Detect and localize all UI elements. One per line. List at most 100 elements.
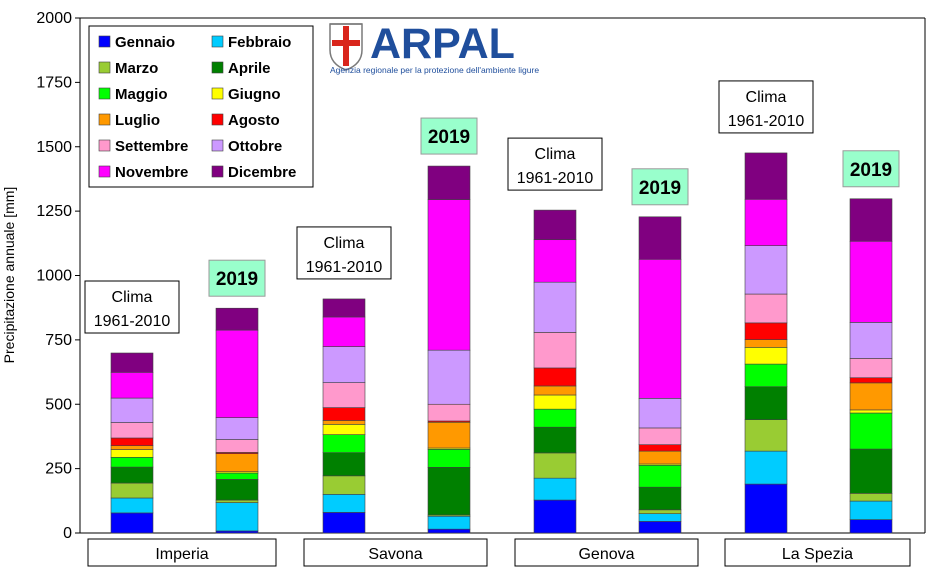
bar-segment-luglio: [744, 339, 788, 348]
clima-label-box: [507, 137, 603, 191]
station-label: Genova: [578, 546, 634, 563]
legend-entry: Agosto: [228, 112, 280, 129]
bar-segment-aprile: [849, 448, 893, 494]
legend-swatch: [211, 61, 224, 74]
bar-segment-novembre: [533, 239, 577, 283]
station-label: Imperia: [155, 546, 208, 563]
station-label-box: [514, 538, 699, 567]
y-tick-label: 2000: [36, 10, 72, 27]
legend-entry: Gennaio: [115, 34, 175, 51]
clima-label-box: [84, 280, 180, 334]
y-tick-label: 1000: [36, 268, 72, 285]
clima-label-line: Clima: [112, 289, 153, 306]
bar-segment-luglio: [638, 450, 682, 465]
bar-segment-aprile: [744, 386, 788, 420]
year-label: 2019: [428, 127, 470, 148]
bar-segment-maggio: [638, 464, 682, 488]
clima-label-line: 1961-2010: [728, 113, 805, 130]
bar-segment-luglio: [110, 445, 154, 450]
bar-segment-giugno: [744, 347, 788, 365]
bar-segment-aprile: [427, 467, 471, 516]
bar-segment-dicembre: [427, 165, 471, 200]
legend-entry: Maggio: [115, 86, 168, 103]
bar-segment-marzo: [533, 452, 577, 479]
bar-segment-giugno: [533, 394, 577, 410]
legend-swatch: [211, 165, 224, 178]
bar-segment-dicembre: [322, 298, 366, 318]
bar-segment-ottobre: [110, 397, 154, 423]
clima-label-line: Clima: [535, 146, 576, 163]
bar-segment-gennaio: [322, 512, 366, 534]
bar-segment-settembre: [849, 358, 893, 379]
bar-segment-settembre: [427, 403, 471, 422]
bar-segment-marzo: [322, 475, 366, 495]
liguria-shield-icon: [329, 23, 363, 71]
bar-segment-gennaio: [744, 483, 788, 534]
bar-segment-aprile: [638, 486, 682, 511]
legend: Gennaio Febbraio Marzo Aprile Maggio Giugno Lu…: [88, 25, 314, 188]
legend-swatch: [211, 139, 224, 152]
legend-swatch: [98, 139, 111, 152]
bar-segment-febbraio: [744, 450, 788, 485]
bars-layer: [110, 152, 893, 534]
bar-segment-dicembre: [849, 198, 893, 242]
bar-segment-settembre: [215, 439, 259, 453]
y-axis-label: Precipitazione annuale [mm]: [1, 187, 17, 364]
bar-segment-febbraio: [533, 477, 577, 501]
y-tick-label: 1250: [36, 203, 72, 220]
station-labels-layer: Imperia Savona Genova La Spezia: [87, 538, 911, 567]
station-label-box: [87, 538, 277, 567]
clima-label-box: [296, 226, 392, 280]
clima-label-line: 1961-2010: [94, 313, 171, 330]
bar-segment-luglio: [533, 385, 577, 396]
bar-segment-dicembre: [533, 209, 577, 241]
bar-segment-luglio: [215, 453, 259, 473]
legend-swatch: [211, 113, 224, 126]
bar-segment-novembre: [427, 199, 471, 351]
y-tick-label: 250: [45, 461, 72, 478]
bar-segment-gennaio: [849, 519, 893, 534]
year-label: 2019: [216, 269, 258, 290]
y-tick-label: 500: [45, 396, 72, 413]
bar-segment-marzo: [744, 419, 788, 452]
legend-entry: Aprile: [228, 60, 271, 77]
bar-segment-agosto: [638, 444, 682, 452]
bar-segment-gennaio: [110, 512, 154, 534]
logo-title: ARPAL: [370, 20, 515, 68]
bar-segment-febbraio: [110, 497, 154, 514]
bar-segment-marzo: [215, 499, 259, 503]
bar-segment-ottobre: [427, 349, 471, 405]
bar-segment-giugno: [322, 424, 366, 435]
bar-segment-febbraio: [849, 500, 893, 520]
year-label-box: [420, 117, 478, 155]
bar-segment-dicembre: [638, 216, 682, 260]
clima-label-box: [718, 80, 814, 134]
bar-segment-dicembre: [110, 352, 154, 373]
logo-subtitle: Agenzia regionale per la protezione dell…: [330, 65, 539, 75]
legend-swatch: [98, 87, 111, 100]
bar-segment-novembre: [322, 316, 366, 347]
clima-label-line: Clima: [324, 235, 365, 252]
bar-segment-maggio: [744, 363, 788, 388]
bar-segment-gennaio: [533, 499, 577, 534]
station-label: Savona: [368, 546, 422, 563]
legend-entry: Febbraio: [228, 34, 291, 51]
bar-segment-dicembre: [744, 152, 788, 200]
bar-segment-ottobre: [533, 281, 577, 333]
bar-segment-aprile: [215, 479, 259, 501]
bar-segment-maggio: [427, 449, 471, 468]
bar-segment-settembre: [638, 427, 682, 445]
bar-segment-ottobre: [849, 322, 893, 359]
clima-label-line: Clima: [746, 89, 787, 106]
bar-segment-maggio: [322, 434, 366, 453]
legend-entry: Settembre: [115, 138, 188, 155]
bar-segment-aprile: [110, 466, 154, 484]
bar-segment-settembre: [322, 382, 366, 408]
bar-segment-novembre: [215, 329, 259, 418]
bar-segment-settembre: [110, 422, 154, 439]
bar-segment-febbraio: [322, 494, 366, 513]
bar-segment-febbraio: [427, 515, 471, 530]
bar-segment-agosto: [110, 437, 154, 447]
bar-segment-agosto: [533, 367, 577, 387]
